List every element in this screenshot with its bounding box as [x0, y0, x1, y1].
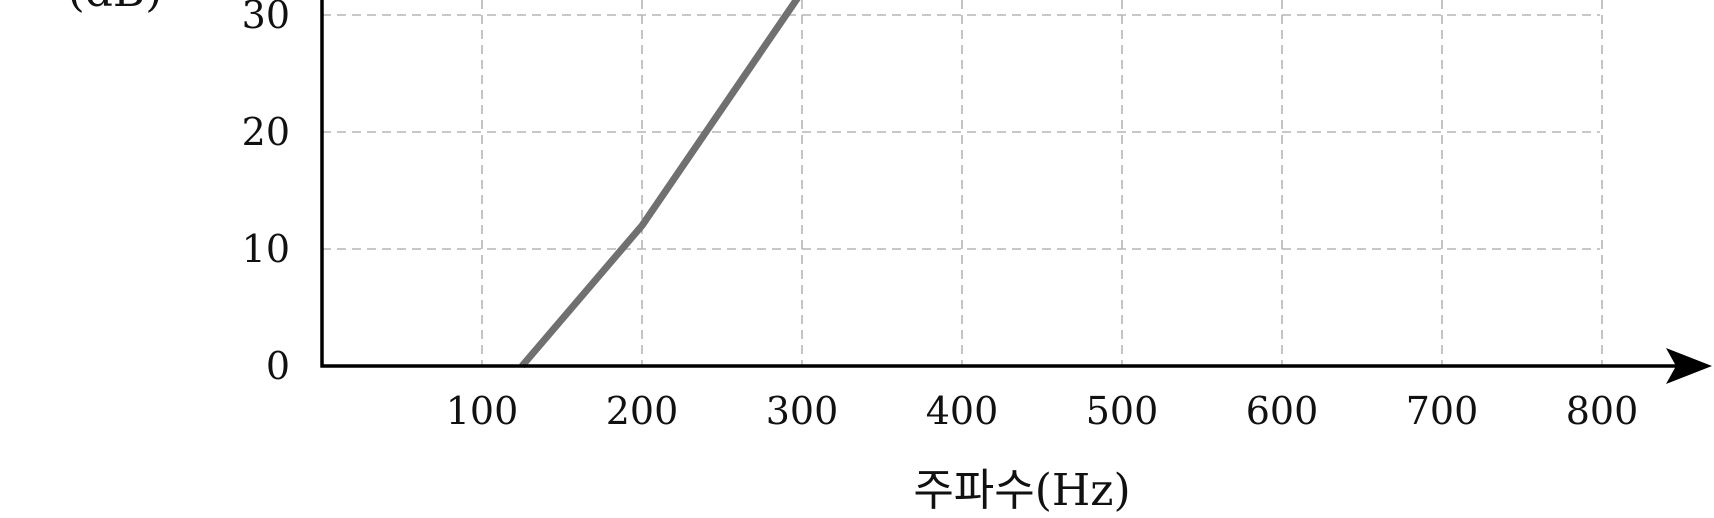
series-line [519, 0, 801, 369]
x-tick-label: 600 [1246, 389, 1319, 433]
x-tick-label: 400 [926, 389, 999, 433]
y-tick-label: 10 [242, 227, 290, 271]
axes [320, 0, 1712, 384]
x-tick-label: 200 [606, 389, 679, 433]
y-tick-label: 20 [242, 110, 290, 154]
y-tick-label: 0 [266, 344, 290, 388]
grid [322, 0, 1603, 366]
tick-labels: 100 200 300 400 500 600 700 800 0 10 20 30 [242, 0, 1639, 433]
y-axis-label: (dB) [68, 0, 163, 17]
x-tick-label: 800 [1566, 389, 1639, 433]
x-axis-arrow [1666, 348, 1712, 384]
x-tick-label: 500 [1086, 389, 1159, 433]
x-tick-label: 700 [1406, 389, 1479, 433]
y-tick-label: 30 [242, 0, 290, 37]
x-tick-label: 100 [446, 389, 519, 433]
x-tick-label: 300 [766, 389, 839, 433]
x-axis-label: 주파수(Hz) [913, 465, 1130, 516]
series-layer [519, 0, 801, 369]
